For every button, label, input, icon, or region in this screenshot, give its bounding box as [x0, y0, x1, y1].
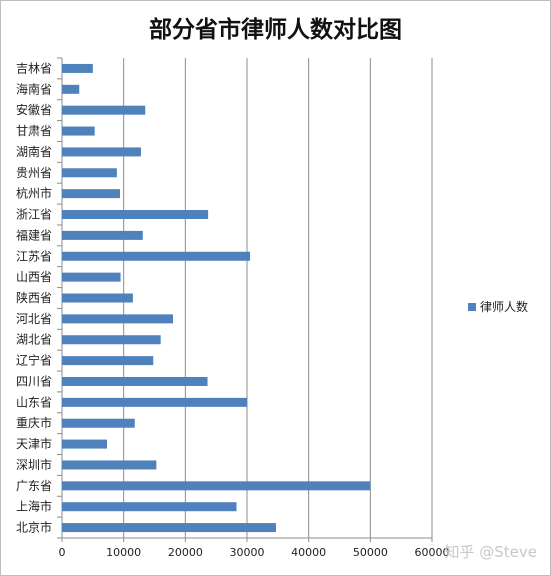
category-label: 湖北省 — [16, 332, 52, 347]
bar — [62, 439, 108, 449]
bar — [62, 335, 161, 345]
bar — [62, 460, 157, 470]
category-label: 安徽省 — [16, 102, 52, 117]
legend-label: 律师人数 — [480, 300, 529, 314]
watermark-text: 知乎 @Steve — [444, 543, 537, 561]
bar — [62, 84, 80, 94]
category-label: 北京市 — [16, 520, 52, 535]
category-label: 辽宁省 — [16, 353, 52, 368]
bar — [62, 293, 133, 303]
category-label: 海南省 — [16, 81, 52, 96]
category-label: 贵州省 — [16, 166, 52, 180]
category-label: 河北省 — [16, 312, 52, 326]
bar — [62, 314, 173, 324]
category-label: 浙江省 — [16, 208, 52, 222]
x-tick-label: 10000 — [106, 546, 141, 559]
x-tick-label: 60000 — [415, 546, 450, 559]
bar — [62, 105, 146, 115]
bar — [62, 376, 208, 386]
category-label: 吉林省 — [16, 61, 52, 75]
category-label: 天津市 — [16, 436, 52, 451]
category-label: 福建省 — [16, 227, 52, 242]
bar — [62, 230, 143, 240]
bar — [62, 418, 135, 428]
x-tick-label: 30000 — [230, 546, 265, 559]
x-tick-label: 50000 — [353, 546, 388, 559]
x-tick-label: 40000 — [291, 546, 326, 559]
category-label: 江苏省 — [16, 249, 52, 263]
category-label: 杭州市 — [16, 186, 52, 201]
bar — [62, 356, 154, 366]
legend: 律师人数 — [468, 298, 528, 315]
category-label: 山西省 — [16, 270, 52, 284]
bar — [62, 502, 237, 512]
category-label: 湖南省 — [16, 144, 52, 159]
category-label: 甘肃省 — [16, 124, 52, 138]
bar — [62, 189, 120, 199]
category-label: 重庆市 — [16, 415, 52, 430]
bar — [62, 397, 247, 407]
category-label: 山东省 — [16, 395, 52, 409]
legend-swatch — [468, 302, 476, 311]
bar — [62, 63, 93, 73]
bar — [62, 126, 95, 136]
category-label: 四川省 — [16, 374, 52, 388]
category-label: 陕西省 — [16, 290, 52, 305]
bar — [62, 481, 371, 491]
bar — [62, 147, 141, 157]
bar — [62, 168, 117, 178]
category-label: 广东省 — [16, 479, 52, 493]
bar — [62, 251, 251, 261]
bar — [62, 272, 121, 282]
bar — [62, 523, 276, 533]
x-tick-label: 0 — [59, 546, 66, 559]
bar — [62, 210, 209, 220]
chart-title: 部分省市律师人数对比图 — [149, 16, 402, 43]
x-tick-label: 20000 — [168, 546, 203, 559]
category-label: 上海市 — [16, 499, 52, 514]
category-label: 深圳市 — [16, 457, 52, 472]
